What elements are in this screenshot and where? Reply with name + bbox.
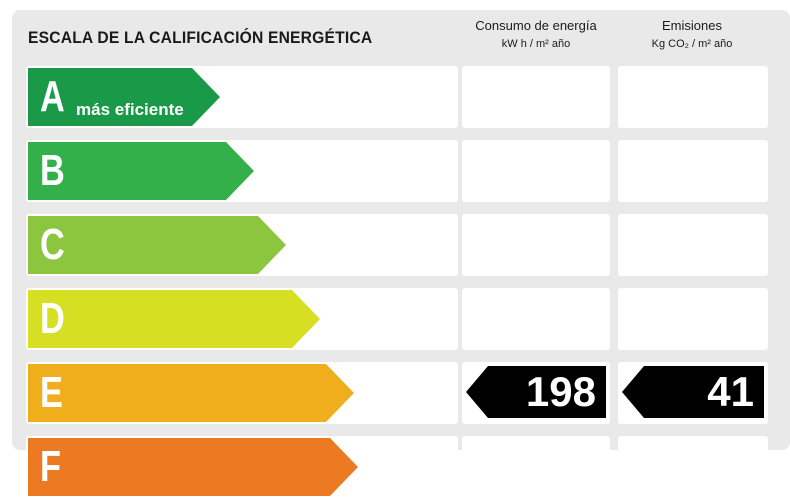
rating-letter: A: [40, 72, 65, 121]
rating-arrow-cell: A más eficiente: [26, 66, 458, 128]
energy-cell: [462, 214, 610, 276]
rating-row-e: E 198 41: [26, 362, 768, 424]
rating-row-a: A más eficiente: [26, 66, 768, 128]
rating-letter: F: [40, 442, 61, 491]
emissions-cell: [618, 436, 768, 498]
rating-arrow-cell: B: [26, 140, 458, 202]
energy-cell: [462, 436, 610, 498]
energy-value-tag: 198: [466, 366, 606, 418]
rating-arrow-cell: E: [26, 362, 458, 424]
emissions-column-unit: Kg CO₂ / m² año: [651, 38, 733, 50]
emissions-cell: [618, 140, 768, 202]
rating-letter: E: [40, 368, 63, 417]
emissions-cell: 41: [618, 362, 768, 424]
rating-arrow-c: C: [28, 216, 286, 274]
rating-arrow-cell: F: [26, 436, 458, 498]
emissions-cell: [618, 66, 768, 128]
energy-cell: [462, 288, 610, 350]
energy-value: 198: [525, 368, 596, 415]
emissions-column-header: Emisiones Kg CO₂ / m² año: [618, 18, 766, 50]
energy-column-header: Consumo de energía kW h / m² año: [462, 18, 610, 50]
emissions-column-title: Emisiones: [662, 18, 722, 33]
energy-cell: [462, 66, 610, 128]
rating-arrow-a: A más eficiente: [28, 68, 220, 126]
rating-arrow-f: F: [28, 438, 358, 496]
emissions-value: 41: [707, 368, 754, 415]
energy-cell: 198: [462, 362, 610, 424]
energy-column-title: Consumo de energía: [475, 18, 597, 33]
rating-row-d: D: [26, 288, 768, 350]
rating-row-b: B: [26, 140, 768, 202]
rating-letter: D: [40, 294, 65, 343]
scale-title: ESCALA DE LA CALIFICACIÓN ENERGÉTICA: [28, 28, 373, 47]
rating-letter: C: [40, 220, 65, 269]
rating-row-c: C: [26, 214, 768, 276]
energy-cell: [462, 140, 610, 202]
emissions-cell: [618, 288, 768, 350]
rating-letter: B: [40, 146, 65, 195]
rating-arrow-cell: D: [26, 288, 458, 350]
rating-arrow-cell: C: [26, 214, 458, 276]
rating-sublabel: más eficiente: [76, 100, 184, 119]
rating-arrow-b: B: [28, 142, 254, 200]
rating-row-f: F: [26, 436, 768, 498]
emissions-cell: [618, 214, 768, 276]
energy-column-unit: kW h / m² año: [501, 38, 571, 50]
rating-arrow-e: E: [28, 364, 354, 422]
emissions-value-tag: 41: [622, 366, 764, 418]
rating-arrow-d: D: [28, 290, 320, 348]
